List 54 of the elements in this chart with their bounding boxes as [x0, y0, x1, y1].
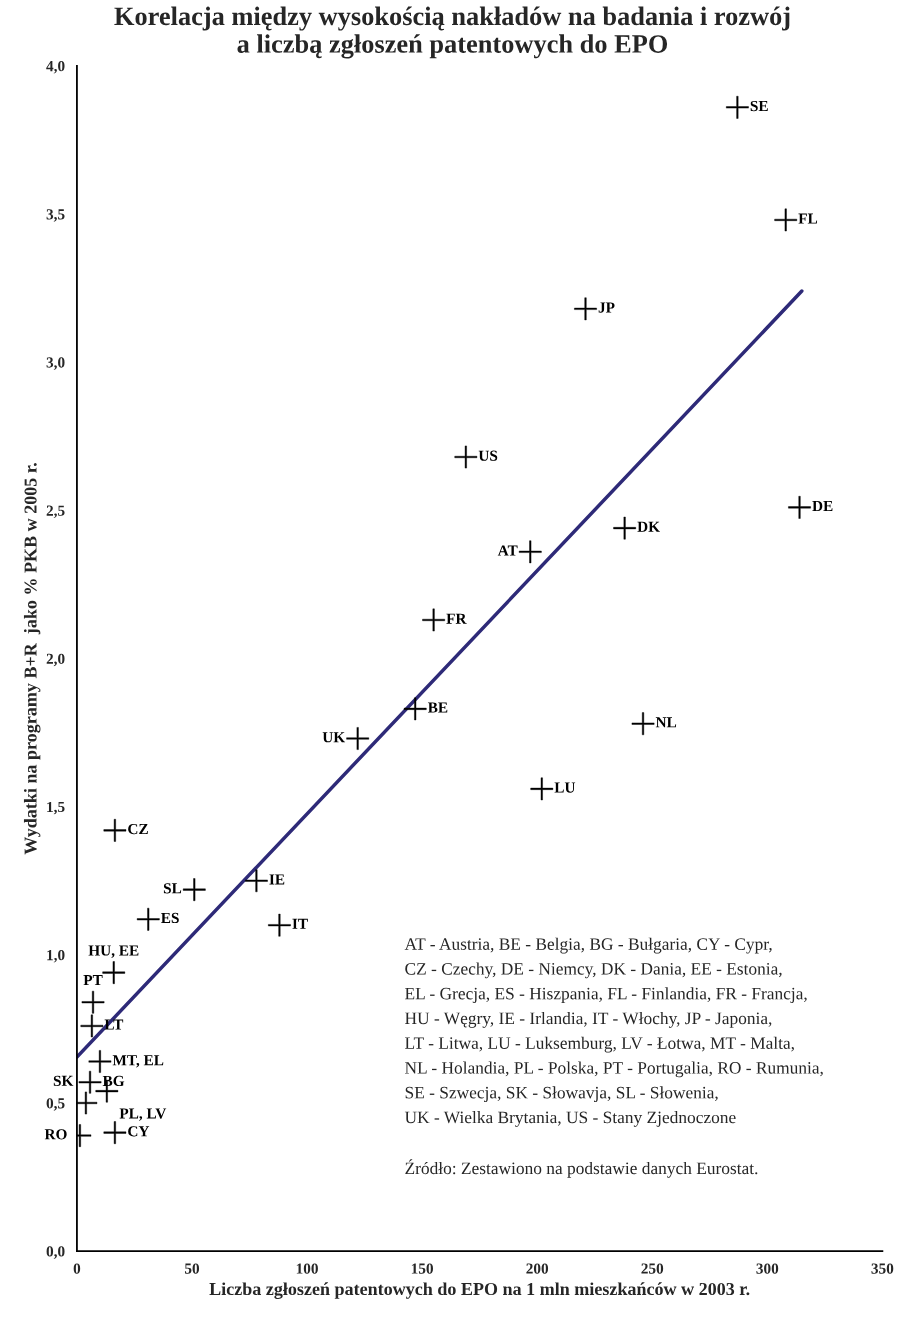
- x-tick-label: 150: [411, 1263, 433, 1274]
- annotation: CZ - Czechy, DE - Niemcy, DK - Dania, EE - Estonia,: [405, 962, 782, 979]
- data-label: SL: [163, 883, 182, 894]
- annotation: EL - Grecja, ES - Hiszpania, FL - Finlandia, FR - Francja,: [405, 987, 807, 1003]
- data-label: DK: [637, 521, 660, 532]
- y-axis-title: Wydatki na programy B+R jako % PKB w 2005 r.: [23, 463, 41, 855]
- data-label: UK: [322, 732, 346, 743]
- data-label: AT: [497, 545, 518, 556]
- data-label: IE: [269, 874, 285, 885]
- data-label: PL, LV: [119, 1108, 167, 1121]
- data-label: RO: [44, 1129, 67, 1140]
- y-tick-label: 1,5: [47, 801, 65, 815]
- chart-title: Korelacja między wysokością nakładów na badania i rozwój a liczbą zgłoszeń patentowych do EPO: [114, 6, 790, 59]
- data-label: CY: [128, 1126, 150, 1137]
- annotation: LT - Litwa, LU - Luksemburg, LV - Łotwa, MT - Malta,: [405, 1036, 794, 1053]
- x-tick-label: 0: [73, 1263, 81, 1274]
- data-label: FL: [798, 213, 818, 224]
- data-label: NL: [655, 717, 677, 728]
- data-label: ES: [161, 912, 179, 924]
- annotation: NL - Holandia, PL - Polska, PT - Portugalia, RO - Rumunia,: [405, 1061, 823, 1078]
- annotation: Źródło: Zestawiono na podstawie danych Eurostat.: [405, 1159, 758, 1178]
- annotation: HU - Węgry, IE - Irlandia, IT - Włochy, JP - Japonia,: [405, 1011, 772, 1028]
- data-label: IT: [292, 918, 308, 929]
- data-label: US: [478, 450, 498, 461]
- y-tick-label: 3,5: [46, 209, 65, 222]
- x-tick-label: 300: [756, 1263, 779, 1274]
- data-label: PT: [83, 975, 103, 986]
- y-tick-label: 4,0: [46, 60, 65, 74]
- data-label: DE: [812, 501, 833, 512]
- data-label: FR: [446, 613, 467, 624]
- x-axis-title: Liczba zgłoszeń patentowych do EPO na 1 mln mieszkańców w 2003 r.: [209, 1282, 750, 1299]
- data-label: SE: [750, 100, 768, 112]
- y-tick-label: 0,5: [46, 1098, 65, 1111]
- y-tick-label: 1,0: [47, 949, 65, 963]
- data-label: JP: [598, 302, 615, 313]
- y-tick-label: 2,0: [46, 653, 65, 667]
- data-label: CZ: [128, 823, 148, 835]
- x-tick-label: 350: [871, 1263, 894, 1274]
- x-tick-label: 100: [296, 1263, 318, 1274]
- annotation: UK - Wielka Brytania, US - Stany Zjednoczone: [404, 1111, 736, 1127]
- data-label: LU: [554, 782, 576, 793]
- data-label: HU, EE: [88, 945, 139, 958]
- data-label: MT, EL: [112, 1055, 164, 1068]
- y-tick-label: 2,5: [46, 505, 65, 518]
- data-label: SK: [53, 1075, 74, 1086]
- y-tick-label: 3,0: [46, 357, 65, 370]
- y-tick-label: 0,0: [46, 1246, 65, 1259]
- x-tick-label: 50: [184, 1263, 200, 1274]
- annotation: SE - Szwecja, SK - Słowavja, SL - Słowenia,: [405, 1086, 718, 1103]
- data-label: BE: [427, 702, 448, 713]
- x-tick-label: 250: [641, 1263, 664, 1274]
- annotation: AT - Austria, BE - Belgia, BG - Bułgaria, CY - Cypr,: [404, 937, 772, 954]
- x-tick-label: 200: [526, 1263, 549, 1274]
- data-label: BG: [102, 1075, 125, 1087]
